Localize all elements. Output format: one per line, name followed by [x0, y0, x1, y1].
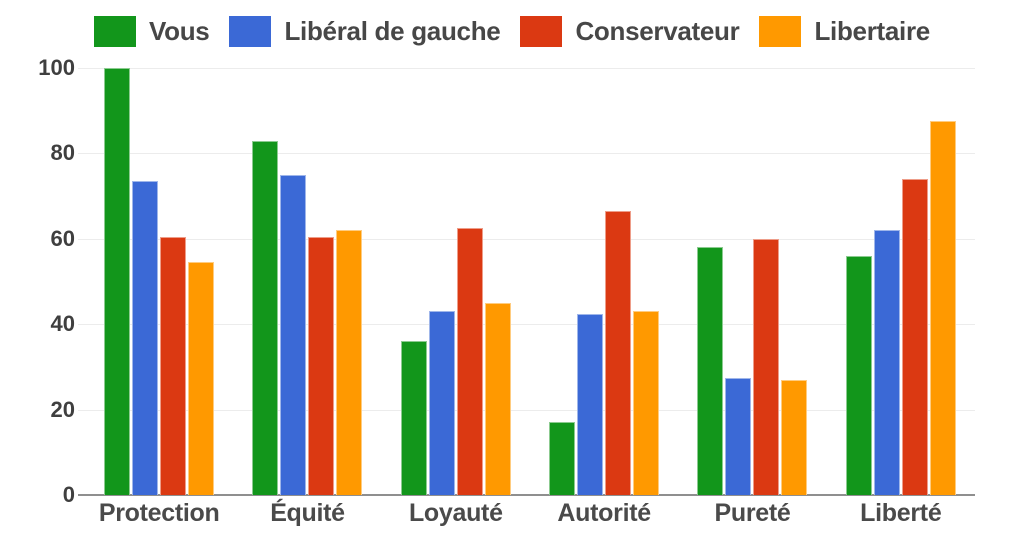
bar-conservateur-liberte[interactable]: [901, 179, 928, 495]
gridline-60: [78, 238, 975, 240]
bar-vous-loyaute[interactable]: [400, 341, 427, 495]
legend-item-liberal-de-gauche[interactable]: Libéral de gauche: [229, 15, 501, 47]
bar-conservateur-purete[interactable]: [753, 238, 780, 495]
y-tick-label-0: 0: [62, 482, 75, 507]
bar-conservateur-autorite[interactable]: [605, 211, 632, 495]
legend-swatch-conservateur: [520, 15, 563, 47]
bar-libertaire-protection[interactable]: [188, 262, 215, 495]
y-tick-label-40: 40: [50, 311, 75, 337]
legend-label-liberal-de-gauche: Libéral de gauche: [284, 15, 501, 46]
bar-group-protection: [85, 68, 233, 495]
bar-vous-protection[interactable]: [104, 68, 131, 495]
bar-libertaire-equite[interactable]: [336, 230, 363, 495]
bar-group-liberte: [827, 68, 975, 495]
bar-conservateur-protection[interactable]: [160, 236, 187, 495]
x-tick-label-autorite: Autorité: [557, 499, 651, 527]
x-axis-line: [78, 494, 975, 496]
gridline-20: [78, 409, 975, 411]
gridline-80: [78, 153, 975, 155]
x-tick-label-equite: Équité: [270, 499, 345, 527]
bar-group-loyaute: [382, 68, 530, 495]
bar-libertaire-autorite[interactable]: [633, 311, 660, 495]
gridline-100: [78, 68, 975, 69]
legend-swatch-libertaire: [759, 15, 802, 47]
y-tick-label-60: 60: [50, 225, 75, 251]
bar-conservateur-loyaute[interactable]: [456, 228, 483, 495]
bar-vous-autorite[interactable]: [549, 422, 576, 495]
legend-item-libertaire[interactable]: Libertaire: [759, 15, 930, 47]
bar-liberal-de-gauche-loyaute[interactable]: [428, 311, 455, 495]
plot-area: [78, 68, 975, 496]
x-tick-label-purete: Pureté: [714, 499, 791, 527]
bar-libertaire-liberte[interactable]: [929, 121, 956, 495]
bar-liberal-de-gauche-equite[interactable]: [280, 174, 307, 495]
bar-libertaire-loyaute[interactable]: [484, 302, 511, 495]
legend-label-vous: Vous: [149, 15, 210, 46]
bar-liberal-de-gauche-liberte[interactable]: [873, 230, 900, 495]
bar-liberal-de-gauche-autorite[interactable]: [577, 313, 604, 495]
gridline-40: [78, 324, 975, 326]
y-tick-label-100: 100: [38, 55, 75, 80]
legend-swatch-liberal-de-gauche: [229, 15, 272, 47]
chart-legend: Vous Libéral de gauche Conservateur Liberta…: [0, 12, 1024, 50]
x-tick-label-protection: Protection: [98, 499, 220, 527]
y-axis-labels: 0 20 40 60 80 100: [0, 55, 75, 507]
legend-label-conservateur: Conservateur: [575, 15, 740, 46]
legend-item-conservateur[interactable]: Conservateur: [520, 15, 740, 47]
y-tick-label-20: 20: [50, 396, 75, 422]
bar-group-equite: [233, 68, 381, 495]
x-tick-label-loyaute: Loyauté: [408, 499, 503, 527]
bar-liberal-de-gauche-protection[interactable]: [132, 181, 159, 495]
bar-vous-liberte[interactable]: [845, 255, 872, 495]
x-tick-label-liberte: Liberté: [860, 499, 942, 527]
legend-label-libertaire: Libertaire: [814, 15, 930, 46]
bar-liberal-de-gauche-purete[interactable]: [725, 377, 752, 495]
bar-vous-equite[interactable]: [252, 140, 279, 495]
legend-swatch-vous: [94, 15, 137, 47]
x-axis-labels: Protection Équité Loyauté Autorité Pureté Lib…: [85, 499, 975, 528]
bar-group-autorite: [530, 68, 678, 495]
bar-vous-purete[interactable]: [697, 247, 724, 495]
y-tick-label-80: 80: [50, 140, 75, 166]
legend-item-vous[interactable]: Vous: [94, 15, 210, 47]
bar-conservateur-equite[interactable]: [308, 236, 335, 495]
bar-groups: [85, 68, 975, 495]
bar-libertaire-purete[interactable]: [781, 379, 808, 495]
bar-group-purete: [678, 68, 826, 495]
